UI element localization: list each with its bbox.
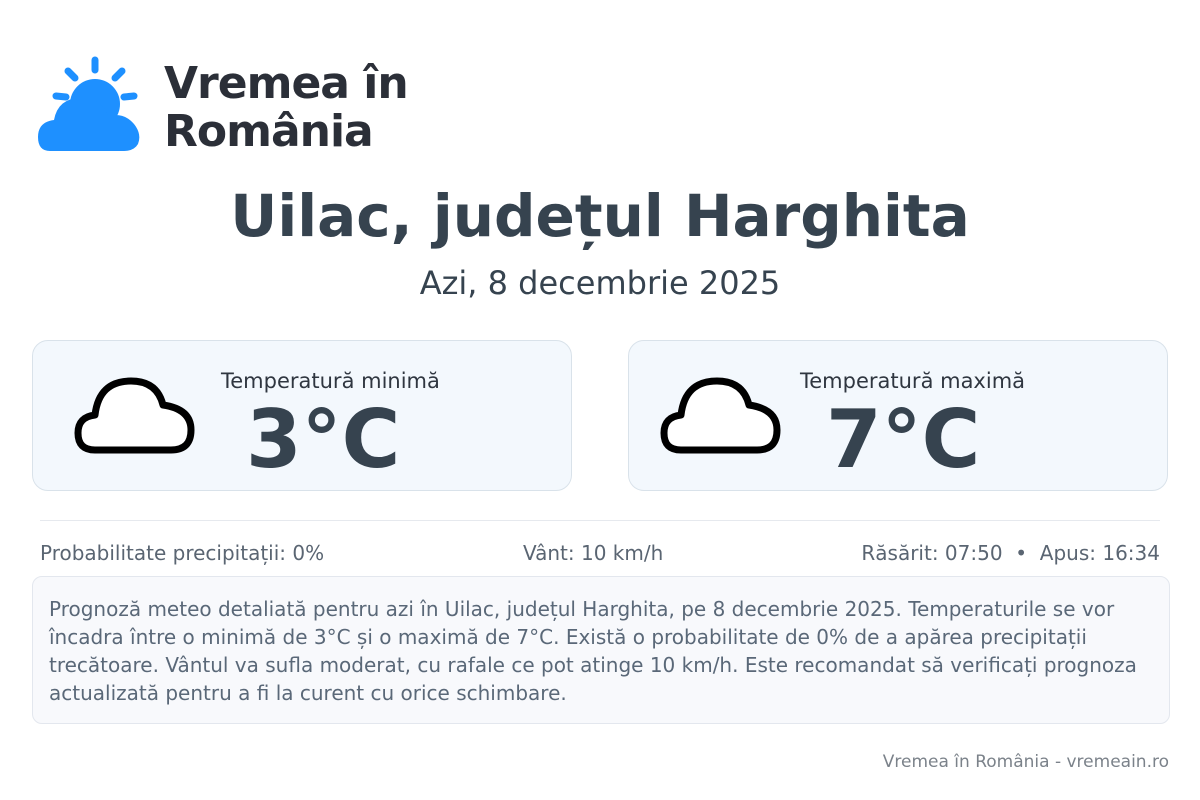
max-temp-card: Temperatură maximă 7°C xyxy=(628,340,1168,491)
wind-stat: Vânt: 10 km/h xyxy=(523,541,664,565)
sunrise-sunset-stat: Răsărit: 07:50 • Apus: 16:34 xyxy=(861,541,1160,565)
min-temp-label: Temperatură minimă xyxy=(221,369,440,393)
max-temp-value: 7°C xyxy=(826,393,981,486)
brand-name: Vremea în România xyxy=(164,58,409,157)
max-temp-label: Temperatură maximă xyxy=(800,369,1026,393)
page-title: Uilac, județul Harghita xyxy=(230,182,970,250)
divider xyxy=(40,520,1160,521)
description-text: Prognoză meteo detaliată pentru azi în U… xyxy=(49,597,1137,705)
min-temp-card: Temperatură minimă 3°C xyxy=(32,340,572,491)
logo[interactable]: Vremea în România xyxy=(36,54,409,156)
precipitation-stat: Probabilitate precipitații: 0% xyxy=(40,541,325,565)
footer-link[interactable]: Vremea în România - vremeain.ro xyxy=(882,752,1169,772)
min-temp-value: 3°C xyxy=(246,393,401,486)
brand-line1: Vremea în xyxy=(164,58,409,109)
brand-line2: România xyxy=(164,106,374,157)
forecast-description: Prognoză meteo detaliată pentru azi în U… xyxy=(32,576,1170,724)
sun-cloud-icon xyxy=(38,56,140,151)
cloud-icon xyxy=(660,377,781,454)
date-subtitle: Azi, 8 decembrie 2025 xyxy=(419,264,781,302)
cloud-icon xyxy=(74,377,195,454)
